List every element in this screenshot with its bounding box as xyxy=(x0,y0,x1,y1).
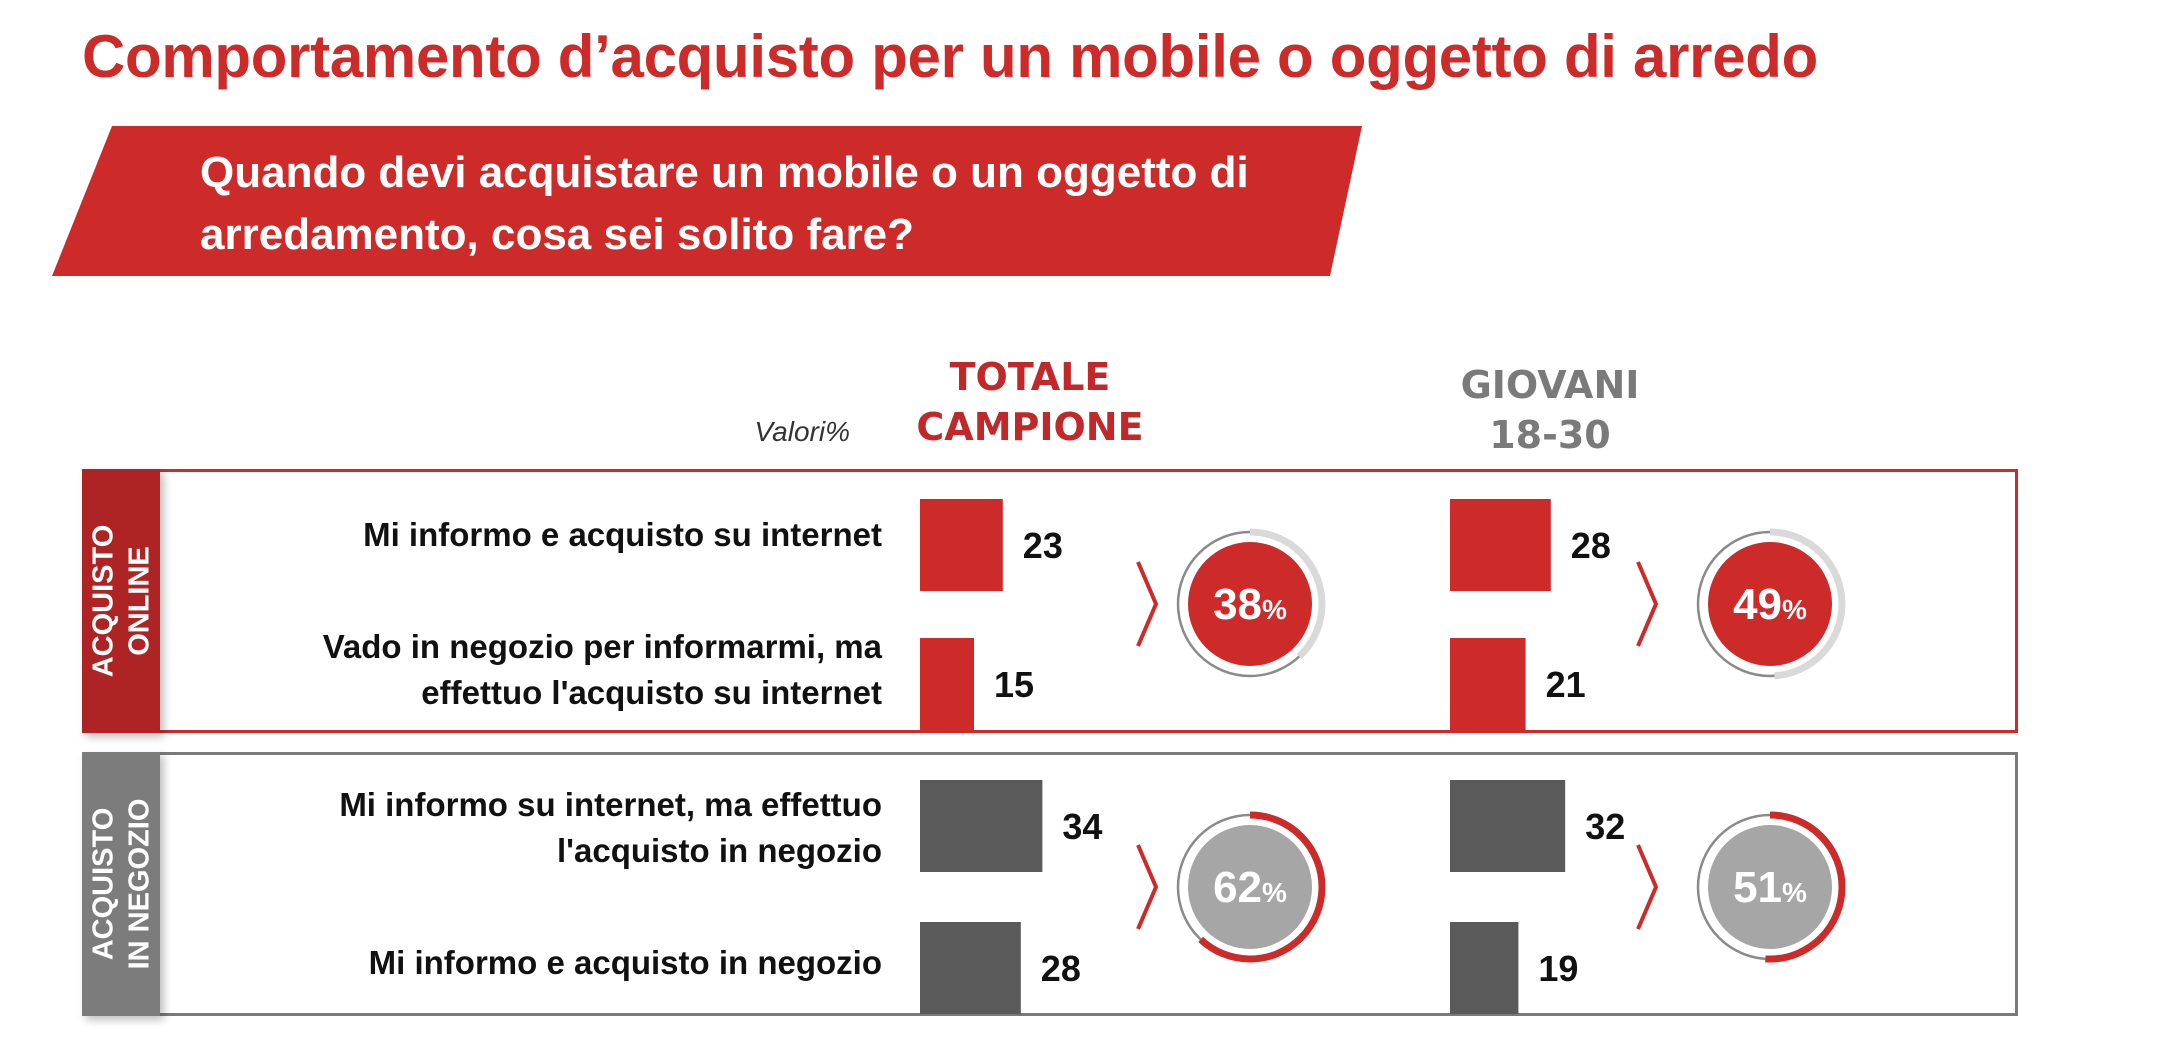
column-header-totale-line1: TOTALE xyxy=(949,355,1111,399)
category-label-4: Mi informo e acquisto in negozio xyxy=(368,944,882,981)
total-arc-s1-g1 xyxy=(1174,528,1326,680)
total-circle-s2-g2 xyxy=(1708,825,1832,949)
value-label-s1-c1: 23 xyxy=(1023,525,1063,566)
value-label-s1-c3: 34 xyxy=(1062,806,1102,847)
chevron-s1-g1 xyxy=(1136,561,1159,647)
group-tab-negozio: ACQUISTO IN NEGOZIO xyxy=(82,752,160,1016)
bar-s1-c1 xyxy=(920,499,1003,591)
column-header-giovani-line1: GIOVANI xyxy=(1460,363,1640,407)
bar-s1-c2 xyxy=(920,638,974,730)
bar-s2-c4 xyxy=(1450,922,1519,1014)
chevron-s2-g1 xyxy=(1636,561,1659,647)
total-circle-s2-g1 xyxy=(1708,542,1832,666)
total-label-s2-g2: 51% xyxy=(1733,863,1807,912)
total-circle-s1-g2 xyxy=(1188,825,1312,949)
chevron-s2-g2 xyxy=(1636,844,1659,930)
values-unit-note: Valori% xyxy=(754,416,850,447)
group-box-online xyxy=(82,469,2018,733)
value-label-s2-c3: 32 xyxy=(1585,806,1625,847)
bar-s1-c4 xyxy=(920,922,1021,1014)
column-header-giovani-line2: 18-30 xyxy=(1489,413,1611,457)
question-banner xyxy=(52,126,1362,276)
bar-s2-c1 xyxy=(1450,499,1551,591)
value-label-s2-c1: 28 xyxy=(1571,525,1611,566)
bar-s2-c3 xyxy=(1450,780,1566,872)
total-arc-s2-g2 xyxy=(1694,811,1846,963)
value-label-s1-c4: 28 xyxy=(1041,948,1081,989)
bar-s1-c3 xyxy=(920,780,1043,872)
total-label-s2-g1: 49% xyxy=(1733,580,1807,629)
value-label-s1-c2: 15 xyxy=(994,664,1034,705)
category-label-2: Vado in negozio per informarmi, ma effet… xyxy=(322,628,882,711)
total-label-s1-g2: 62% xyxy=(1213,863,1287,912)
total-arc-s2-g1 xyxy=(1694,528,1846,680)
total-arc-s1-g2 xyxy=(1174,811,1326,963)
group-tab-online: ACQUISTO ONLINE xyxy=(82,469,160,733)
group-box-negozio xyxy=(82,752,2018,1016)
total-circle-s1-g1 xyxy=(1188,542,1312,666)
category-label-3: Mi informo su internet, ma effettuo l'ac… xyxy=(339,786,882,869)
bar-s2-c2 xyxy=(1450,638,1526,730)
question-text: Quando devi acquistare un mobile o un og… xyxy=(200,148,1249,259)
value-label-s2-c4: 19 xyxy=(1538,948,1578,989)
value-label-s2-c2: 21 xyxy=(1546,664,1586,705)
column-header-giovani: GIOVANI 18-30 xyxy=(1400,360,1700,460)
category-label-1: Mi informo e acquisto su internet xyxy=(363,516,882,553)
page-title: Comportamento d’acquisto per un mobile o… xyxy=(82,23,1818,90)
chevron-s1-g2 xyxy=(1136,844,1159,930)
column-header-totale-line2: CAMPIONE xyxy=(916,405,1144,449)
column-header-totale: TOTALE CAMPIONE xyxy=(880,352,1180,452)
total-label-s1-g1: 38% xyxy=(1213,580,1287,629)
